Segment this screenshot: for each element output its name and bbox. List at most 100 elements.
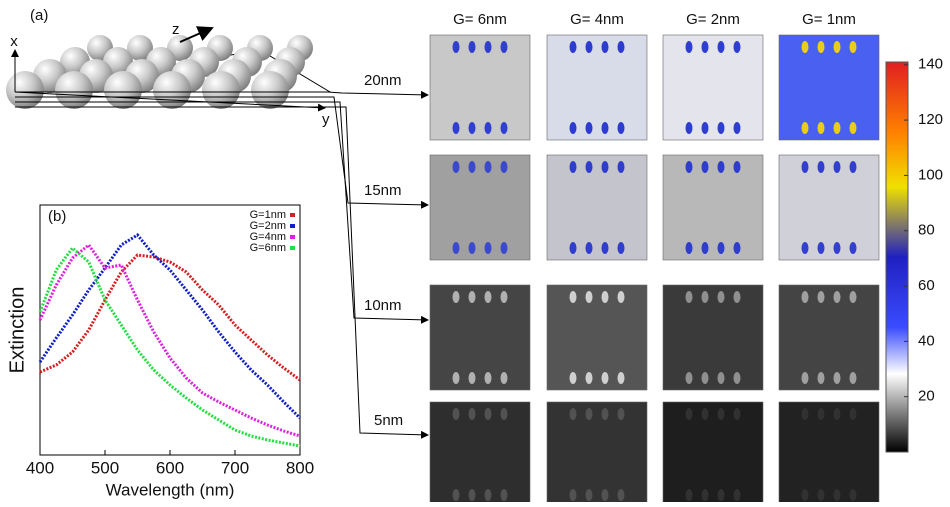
hotspot xyxy=(733,291,741,303)
hotspot xyxy=(849,161,857,173)
legend-swatch xyxy=(290,213,295,217)
hotspot xyxy=(849,122,857,134)
hotspot xyxy=(717,242,725,254)
column-label: G= 2nm xyxy=(686,11,740,28)
field-map xyxy=(546,154,648,261)
field-map xyxy=(429,401,531,507)
row-label: 10nm xyxy=(364,297,402,314)
hotspot xyxy=(685,489,693,501)
hotspot xyxy=(500,41,508,53)
hotspot xyxy=(617,489,625,501)
hotspot xyxy=(701,291,709,303)
field-map xyxy=(429,284,531,391)
hotspot xyxy=(452,161,460,173)
hotspot xyxy=(585,242,593,254)
hotspot xyxy=(701,41,709,53)
sphere xyxy=(104,71,142,109)
x-tick-label: 600 xyxy=(156,458,184,477)
hotspot xyxy=(817,372,825,384)
field-map xyxy=(546,284,648,391)
field-map xyxy=(546,34,648,141)
hotspot xyxy=(733,489,741,501)
hotspot xyxy=(601,408,609,420)
hotspot xyxy=(601,372,609,384)
hotspot xyxy=(849,489,857,501)
field-map xyxy=(778,154,880,261)
hotspot xyxy=(569,161,577,173)
hotspot xyxy=(585,122,593,134)
x-axis-label: Wavelength (nm) xyxy=(106,480,235,499)
x-tick-label: 400 xyxy=(26,458,54,477)
hotspot xyxy=(601,41,609,53)
hotspot xyxy=(801,408,809,420)
axis-arrow xyxy=(179,26,214,43)
hotspot xyxy=(468,408,476,420)
colorbar-tick-label: 100 xyxy=(918,166,943,183)
hotspot xyxy=(833,242,841,254)
hotspot xyxy=(701,122,709,134)
legend-swatch xyxy=(290,224,295,228)
hotspot xyxy=(617,41,625,53)
hotspot xyxy=(468,242,476,254)
layer-line xyxy=(15,96,429,209)
hotspot xyxy=(717,372,725,384)
hotspot xyxy=(585,408,593,420)
hotspot xyxy=(452,372,460,384)
hotspot xyxy=(685,242,693,254)
hotspot xyxy=(733,122,741,134)
hotspot xyxy=(833,122,841,134)
hotspot xyxy=(801,291,809,303)
x-tick-label: 700 xyxy=(221,458,249,477)
hotspot xyxy=(569,489,577,501)
hotspot xyxy=(617,242,625,254)
panel-label: (b) xyxy=(48,208,66,225)
colorbar-tick-label: 60 xyxy=(918,277,935,294)
hotspot xyxy=(468,291,476,303)
hotspot xyxy=(468,372,476,384)
colorbar-tick-label: 120 xyxy=(918,111,943,128)
legend-label: G=1nm xyxy=(250,209,286,221)
hotspot xyxy=(500,242,508,254)
hotspot xyxy=(685,372,693,384)
axis-label: z xyxy=(172,21,180,38)
row-label: 15nm xyxy=(364,182,402,199)
hotspot xyxy=(452,291,460,303)
hotspot xyxy=(617,122,625,134)
hotspot xyxy=(500,408,508,420)
hotspot xyxy=(801,372,809,384)
hotspot xyxy=(452,122,460,134)
hotspot xyxy=(569,372,577,384)
layer-line xyxy=(15,90,429,99)
y-axis-label: Extinction xyxy=(6,287,28,374)
column-label: G= 6nm xyxy=(453,11,507,28)
hotspot xyxy=(685,408,693,420)
hotspot xyxy=(717,291,725,303)
hotspot xyxy=(468,489,476,501)
sphere xyxy=(6,71,44,109)
hotspot xyxy=(833,489,841,501)
hotspot xyxy=(500,291,508,303)
hotspot xyxy=(585,41,593,53)
hotspot xyxy=(585,161,593,173)
sphere xyxy=(127,35,153,61)
legend-label: G=6nm xyxy=(250,242,286,254)
hotspot xyxy=(701,161,709,173)
hotspot xyxy=(569,122,577,134)
hotspot xyxy=(817,41,825,53)
hotspot xyxy=(717,41,725,53)
hotspot xyxy=(452,242,460,254)
hotspot xyxy=(484,122,492,134)
hotspot xyxy=(833,161,841,173)
hotspot xyxy=(733,161,741,173)
hotspot xyxy=(601,489,609,501)
hotspot xyxy=(617,408,625,420)
hotspot xyxy=(733,372,741,384)
column-label: G= 1nm xyxy=(802,11,856,28)
hotspot xyxy=(833,372,841,384)
hotspot xyxy=(601,242,609,254)
field-map xyxy=(778,284,880,391)
hotspot xyxy=(849,291,857,303)
sphere xyxy=(251,71,289,109)
hotspot xyxy=(601,122,609,134)
